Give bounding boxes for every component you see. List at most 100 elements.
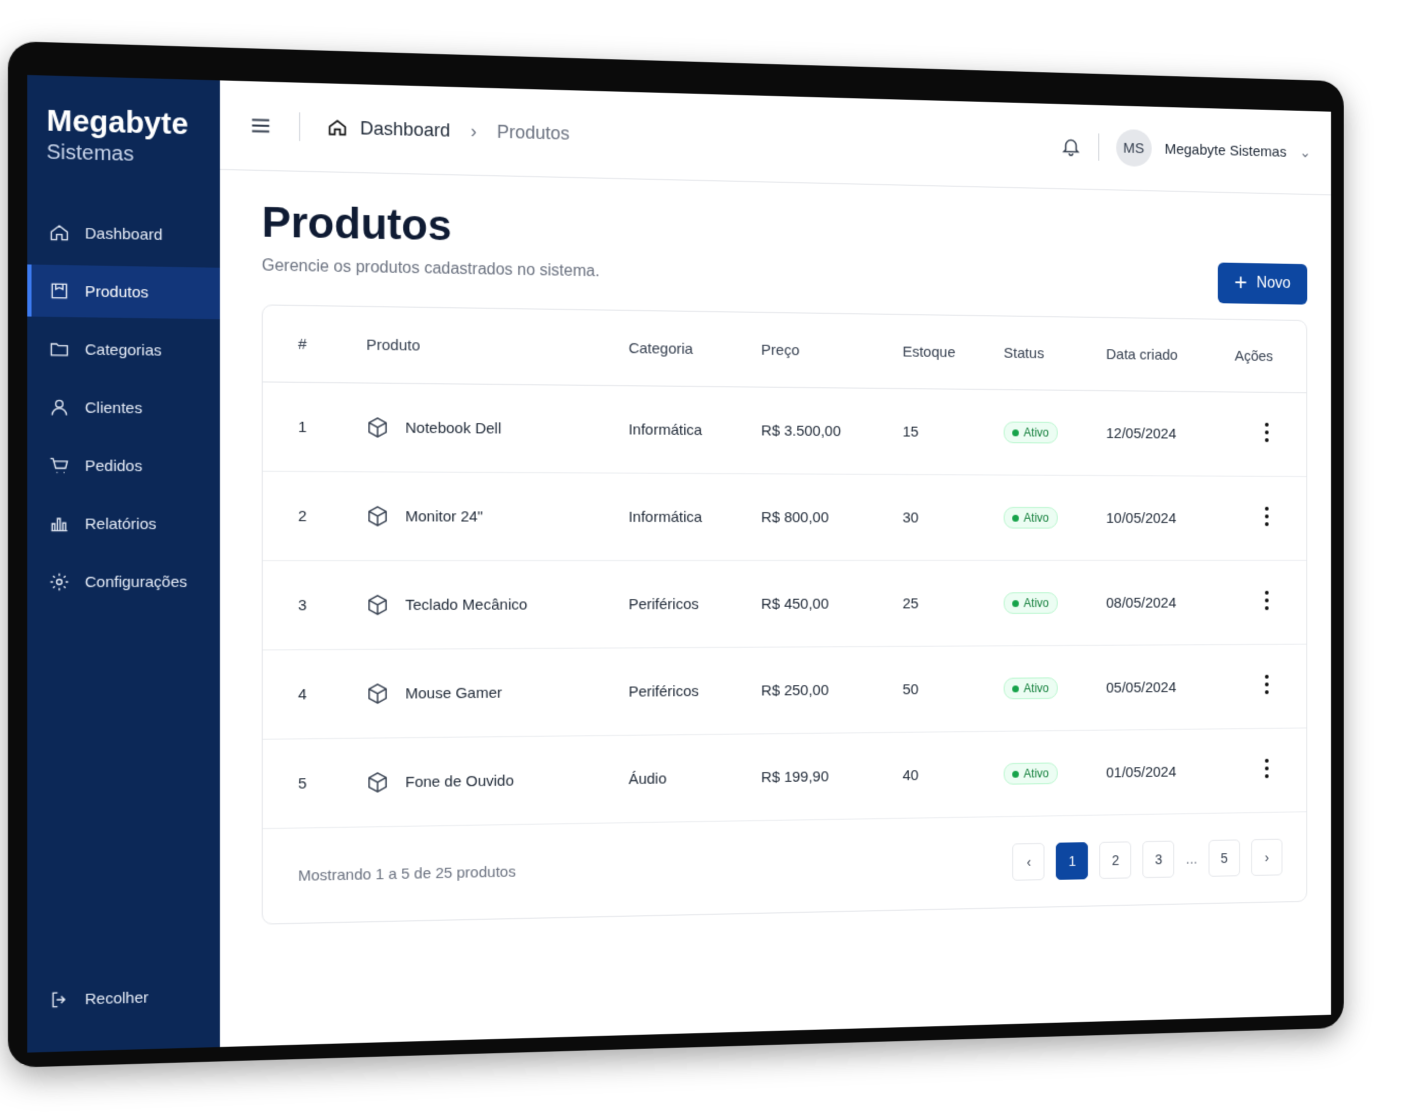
nav-item[interactable]: Produtos (27, 264, 220, 319)
status-dot (1012, 600, 1019, 607)
separator (299, 112, 300, 141)
product-name: Notebook Dell (405, 419, 501, 437)
brand-sub: Sistemas (46, 141, 201, 168)
content: Produtos Gerencie os produtos cadastrado… (220, 170, 1331, 926)
nav-item[interactable]: Configurações (27, 556, 220, 608)
kebab-icon (1264, 674, 1270, 695)
nav-item[interactable]: Clientes (27, 381, 220, 434)
actions-button[interactable] (1264, 514, 1270, 530)
cell-stock: 50 (895, 646, 996, 733)
nav-item[interactable]: Dashboard (27, 206, 220, 261)
home-icon (327, 117, 348, 138)
nav-item[interactable]: Relatórios (27, 498, 220, 550)
collapse-button[interactable]: Recolher (49, 987, 149, 1010)
column-header: Preço (753, 313, 894, 389)
table-row: 2 Monitor 24" Informática R$ 800,00 30 Ativo 1… (263, 471, 1307, 560)
table-row: 3 Teclado Mecânico Periféricos R$ 450,00 25 A… (263, 560, 1307, 650)
product-name: Mouse Gamer (405, 684, 502, 702)
actions-button[interactable] (1264, 682, 1270, 698)
nav-icon (49, 397, 70, 418)
product-icon (366, 682, 389, 705)
kebab-icon (1264, 590, 1270, 611)
nav-icon (49, 455, 70, 476)
product-icon (366, 416, 389, 439)
cell-product: Monitor 24" (358, 472, 620, 561)
cell-date: 01/05/2024 (1098, 729, 1227, 815)
cell-price: R$ 800,00 (753, 474, 894, 561)
product-icon-svg (366, 682, 389, 705)
breadcrumb-link[interactable]: Dashboard (360, 118, 450, 142)
column-header: Produto (358, 307, 620, 386)
status-badge: Ativo (1004, 762, 1058, 784)
actions-button[interactable] (1264, 430, 1270, 446)
nav-item[interactable]: Categorias (27, 323, 220, 377)
header-row: # Produto Categoria Preço Estoque Status Data … (263, 305, 1307, 392)
menu-button[interactable] (249, 114, 272, 137)
nav-icon (49, 280, 70, 301)
breadcrumb: Dashboard › Produtos (327, 117, 570, 145)
cell-date: 10/05/2024 (1098, 475, 1227, 560)
product-icon-svg (366, 416, 389, 439)
cell-id: 2 (263, 471, 358, 560)
product-icon (366, 771, 389, 794)
sidebar: Megabyte Sistemas Dashboard Produtos Categ… (27, 75, 220, 1053)
status-dot (1012, 514, 1019, 521)
cell-stock: 25 (895, 560, 996, 646)
monitor: Megabyte Sistemas Dashboard Produtos Categ… (8, 41, 1344, 1068)
collapse-icon (49, 989, 70, 1010)
cell-actions (1227, 392, 1306, 477)
table-row: 1 Notebook Dell Informática R$ 3.500,00 15 At… (263, 382, 1307, 477)
notification-button[interactable] (1060, 135, 1081, 157)
product: Fone de Ouvido (366, 768, 612, 794)
table-footer: Mostrando 1 a 5 de 25 produtos ‹ 1 2 3... 5 › (263, 812, 1307, 923)
brand-name: Megabyte (46, 105, 201, 143)
product-icon-svg (366, 505, 389, 527)
page-button[interactable]: 5 (1209, 839, 1240, 876)
cell-date: 12/05/2024 (1098, 391, 1227, 477)
cell-category: Informática (621, 386, 754, 474)
new-button[interactable]: + Novo (1217, 263, 1307, 305)
cell-status: Ativo (996, 730, 1098, 817)
cell-date: 05/05/2024 (1098, 645, 1227, 731)
product: Notebook Dell (366, 416, 612, 440)
page-button[interactable]: 3 (1143, 841, 1175, 879)
page-button[interactable]: 1 (1056, 842, 1088, 880)
page-prev[interactable]: ‹ (1013, 843, 1045, 881)
breadcrumb-current: Produtos (497, 121, 570, 144)
cell-product: Fone de Ouvido (358, 735, 620, 827)
cell-price: R$ 450,00 (753, 560, 894, 647)
status-label: Ativo (1024, 766, 1049, 780)
table-body: 1 Notebook Dell Informática R$ 3.500,00 15 At… (263, 382, 1307, 829)
cell-status: Ativo (996, 560, 1098, 645)
actions-button[interactable] (1264, 598, 1270, 614)
column-header: Status (996, 316, 1098, 390)
cell-status: Ativo (996, 475, 1098, 560)
cell-actions (1227, 728, 1306, 813)
page-next[interactable]: › (1251, 839, 1282, 876)
cell-id: 4 (263, 649, 358, 739)
cell-id: 1 (263, 382, 358, 472)
nav-item[interactable]: Pedidos (27, 439, 220, 492)
column-header: Categoria (621, 311, 754, 387)
cell-actions (1227, 476, 1306, 560)
product-name: Monitor 24" (405, 508, 483, 525)
screen: Megabyte Sistemas Dashboard Produtos Categ… (27, 75, 1331, 1053)
page-button[interactable]: 2 (1100, 841, 1132, 879)
status-badge: Ativo (1004, 677, 1058, 699)
nav-label: Pedidos (85, 457, 142, 475)
cell-category: Periféricos (621, 560, 754, 647)
nav-icon-svg (49, 572, 70, 593)
actions-button[interactable] (1264, 766, 1270, 782)
nav-icon-svg (49, 397, 70, 418)
nav-icon-svg (49, 280, 70, 301)
cell-category: Periféricos (621, 647, 754, 735)
column-header: Estoque (895, 315, 996, 390)
user-name[interactable]: Megabyte Sistemas (1165, 141, 1287, 161)
cell-price: R$ 199,90 (753, 732, 894, 820)
cell-product: Teclado Mecânico (358, 561, 620, 650)
nav-label: Clientes (85, 399, 142, 417)
nav-icon (49, 513, 70, 534)
cell-id: 3 (263, 561, 358, 650)
